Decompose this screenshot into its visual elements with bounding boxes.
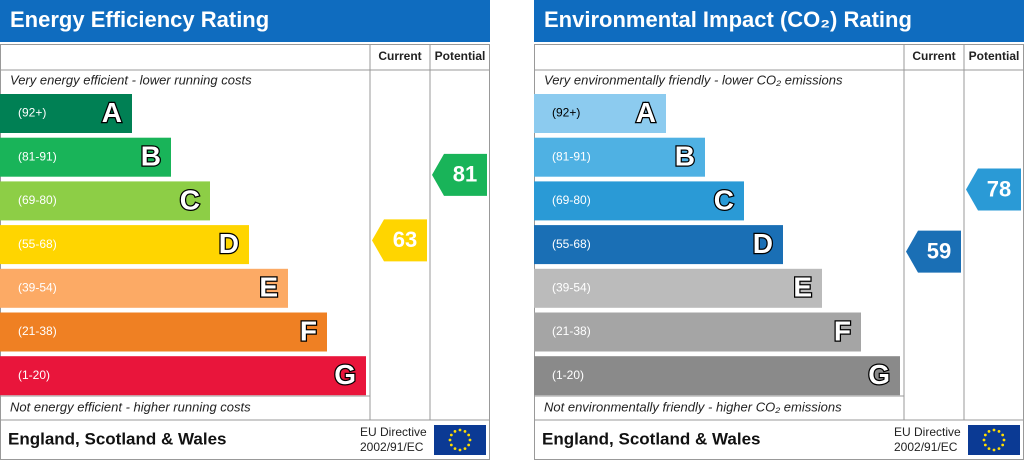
band-letter: C — [180, 184, 200, 215]
band-range: (21-38) — [18, 324, 57, 338]
rating-value: 78 — [987, 176, 1011, 201]
band-range: (55-68) — [552, 237, 591, 251]
footer-directive-number: 2002/91/EC — [360, 440, 424, 454]
top-note: Very energy efficient - lower running co… — [10, 72, 252, 87]
eu-star — [463, 447, 467, 451]
rating-panel: Energy Efficiency Rating Current Potential… — [0, 0, 490, 460]
eu-star — [987, 429, 991, 433]
rating-band — [534, 181, 744, 221]
eu-star — [1002, 438, 1006, 442]
rating-band — [534, 225, 783, 265]
column-header: Potential — [969, 49, 1020, 63]
top-note: Very environmentally friendly - lower CO… — [544, 72, 843, 87]
column-header: Current — [912, 49, 955, 63]
band-range: (92+) — [18, 106, 46, 120]
band-range: (39-54) — [552, 280, 591, 294]
bottom-note: Not environmentally friendly - higher CO… — [544, 399, 842, 414]
rating-band — [534, 312, 861, 352]
rating-arrow — [432, 153, 487, 196]
rating-panel: Environmental Impact (CO₂) Rating Current… — [534, 0, 1024, 460]
band-letter: F — [300, 315, 317, 346]
footer-directive: EU Directive — [894, 425, 961, 439]
rating-arrow — [372, 219, 427, 262]
eu-star — [1001, 433, 1005, 437]
eu-star — [449, 443, 453, 447]
band-letter: D — [219, 228, 239, 259]
eu-star — [983, 443, 987, 447]
eu-star — [992, 428, 996, 432]
eu-star — [997, 447, 1001, 451]
panel-header — [534, 0, 1024, 42]
band-range: (21-38) — [552, 324, 591, 338]
eu-star — [453, 447, 457, 451]
rating-value: 59 — [927, 238, 951, 263]
footer-region: England, Scotland & Wales — [542, 429, 761, 448]
bottom-note: Not energy efficient - higher running co… — [10, 399, 251, 414]
footer-region: England, Scotland & Wales — [8, 429, 227, 448]
eu-star — [997, 429, 1001, 433]
eu-star — [1001, 443, 1005, 447]
band-letter: E — [793, 272, 812, 303]
eu-star — [449, 433, 453, 437]
band-letter: G — [868, 359, 890, 390]
rating-arrow — [966, 168, 1021, 211]
eu-star — [992, 448, 996, 452]
band-letter: C — [714, 184, 734, 215]
rating-value: 63 — [393, 227, 417, 252]
panel-title: Energy Efficiency Rating — [10, 7, 269, 32]
band-letter: B — [675, 141, 695, 172]
band-range: (1-20) — [552, 368, 584, 382]
eu-star — [463, 429, 467, 433]
rating-band — [534, 268, 822, 308]
eu-star — [453, 429, 457, 433]
eu-star — [982, 438, 986, 442]
footer-directive-number: 2002/91/EC — [894, 440, 958, 454]
eu-star — [467, 443, 471, 447]
rating-arrow — [906, 230, 961, 273]
rating-band — [0, 137, 171, 177]
band-letter: A — [102, 97, 122, 128]
band-letter: F — [834, 315, 851, 346]
band-range: (92+) — [552, 106, 580, 120]
band-range: (55-68) — [18, 237, 57, 251]
band-letter: D — [753, 228, 773, 259]
eu-star — [983, 433, 987, 437]
rating-band — [0, 356, 366, 396]
rating-value: 81 — [453, 162, 477, 187]
panel-title: Environmental Impact (CO₂) Rating — [544, 7, 912, 32]
band-range: (69-80) — [552, 193, 591, 207]
column-header: Potential — [435, 49, 486, 63]
band-range: (69-80) — [18, 193, 57, 207]
panel-header — [0, 0, 490, 42]
rating-band — [534, 137, 705, 177]
band-letter: B — [141, 141, 161, 172]
eu-star — [458, 448, 462, 452]
eu-star — [468, 438, 472, 442]
rating-band — [0, 181, 210, 221]
eu-star — [448, 438, 452, 442]
rating-band — [0, 268, 288, 308]
rating-band — [534, 356, 900, 396]
band-range: (39-54) — [18, 280, 57, 294]
rating-band — [0, 225, 249, 265]
band-letter: G — [334, 359, 356, 390]
band-range: (1-20) — [18, 368, 50, 382]
column-header: Current — [378, 49, 421, 63]
footer-directive: EU Directive — [360, 425, 427, 439]
rating-band — [0, 94, 132, 133]
rating-band — [0, 312, 327, 352]
band-range: (81-91) — [18, 149, 57, 163]
eu-star — [467, 433, 471, 437]
rating-band — [534, 94, 666, 133]
band-letter: A — [636, 97, 656, 128]
eu-star — [987, 447, 991, 451]
eu-star — [458, 428, 462, 432]
band-letter: E — [259, 272, 278, 303]
band-range: (81-91) — [552, 149, 591, 163]
